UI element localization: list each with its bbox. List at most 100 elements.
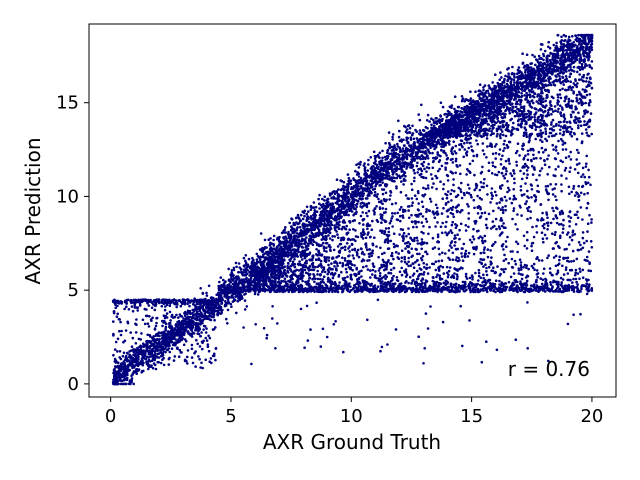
- data-point: [252, 268, 256, 271]
- data-point: [151, 357, 155, 361]
- data-point: [562, 33, 566, 37]
- data-point: [114, 365, 118, 369]
- data-point: [372, 165, 375, 168]
- data-point: [363, 173, 366, 176]
- data-point: [331, 276, 335, 280]
- data-point: [388, 152, 391, 156]
- data-point: [561, 264, 564, 268]
- data-point: [525, 53, 529, 56]
- data-point: [220, 302, 224, 305]
- data-point: [310, 218, 313, 221]
- data-point: [359, 160, 362, 164]
- data-point: [397, 119, 400, 123]
- data-point: [565, 52, 568, 55]
- data-point: [396, 142, 399, 146]
- data-point: [540, 57, 543, 60]
- data-point: [318, 202, 321, 205]
- data-point: [198, 318, 201, 322]
- data-point: [283, 228, 287, 231]
- data-point: [125, 378, 129, 382]
- data-point: [335, 178, 339, 181]
- data-point: [517, 75, 520, 79]
- data-point: [117, 366, 120, 370]
- data-point: [513, 74, 516, 78]
- data-point: [391, 138, 395, 141]
- data-point: [224, 303, 227, 307]
- data-point: [375, 195, 379, 198]
- data-point: [392, 148, 395, 151]
- data-point: [384, 141, 387, 145]
- data-point: [305, 205, 309, 209]
- data-point: [244, 270, 248, 274]
- data-point: [337, 199, 340, 203]
- data-point: [203, 325, 207, 328]
- data-point: [393, 171, 396, 174]
- data-point: [284, 226, 287, 229]
- data-point: [340, 188, 343, 191]
- data-point: [313, 215, 317, 219]
- data-point: [562, 47, 565, 50]
- data-point: [237, 281, 241, 285]
- data-point: [564, 44, 568, 48]
- data-point: [397, 135, 401, 139]
- data-point: [441, 265, 445, 269]
- data-point: [419, 288, 423, 292]
- data-point: [450, 104, 454, 107]
- data-point: [288, 221, 292, 225]
- data-point: [261, 246, 264, 250]
- data-point: [500, 76, 503, 79]
- data-point: [225, 294, 229, 297]
- data-point: [298, 225, 302, 229]
- data-point: [559, 40, 562, 44]
- data-point: [256, 293, 260, 296]
- data-point: [207, 284, 211, 288]
- data-point: [209, 314, 213, 318]
- data-point: [149, 365, 153, 369]
- data-point: [227, 267, 230, 271]
- data-point: [140, 357, 144, 361]
- data-point: [590, 34, 594, 37]
- data-point: [514, 105, 518, 109]
- data-point: [543, 49, 547, 53]
- data-point: [271, 247, 275, 251]
- data-point: [431, 144, 435, 148]
- data-point: [576, 53, 580, 56]
- data-point: [562, 44, 565, 48]
- data-point: [323, 199, 326, 202]
- data-point: [377, 174, 381, 177]
- data-point: [226, 308, 230, 312]
- data-point: [379, 161, 382, 164]
- data-point: [244, 267, 248, 271]
- data-point: [572, 65, 576, 69]
- data-point: [537, 87, 540, 90]
- data-point: [201, 291, 205, 295]
- data-point: [571, 35, 574, 38]
- data-point: [311, 232, 315, 236]
- data-point: [543, 62, 547, 66]
- data-point: [424, 152, 428, 155]
- data-point: [406, 141, 409, 145]
- data-point: [341, 211, 344, 214]
- data-point: [534, 63, 537, 67]
- data-point: [135, 363, 138, 367]
- data-point: [163, 333, 166, 337]
- data-point: [512, 78, 516, 82]
- data-point: [268, 244, 272, 247]
- data-point: [296, 222, 300, 226]
- data-point: [580, 40, 584, 43]
- data-point: [407, 124, 411, 127]
- data-point: [570, 69, 574, 72]
- data-point: [292, 221, 296, 225]
- data-point: [112, 353, 115, 357]
- data-point: [386, 151, 389, 155]
- data-point: [491, 89, 494, 92]
- data-point: [543, 88, 547, 92]
- data-point: [363, 162, 366, 165]
- data-point: [225, 317, 228, 321]
- data-point: [347, 179, 351, 183]
- data-point: [376, 193, 379, 196]
- data-point: [487, 84, 491, 87]
- data-point: [220, 311, 223, 315]
- data-point: [307, 210, 310, 213]
- data-point: [407, 281, 410, 285]
